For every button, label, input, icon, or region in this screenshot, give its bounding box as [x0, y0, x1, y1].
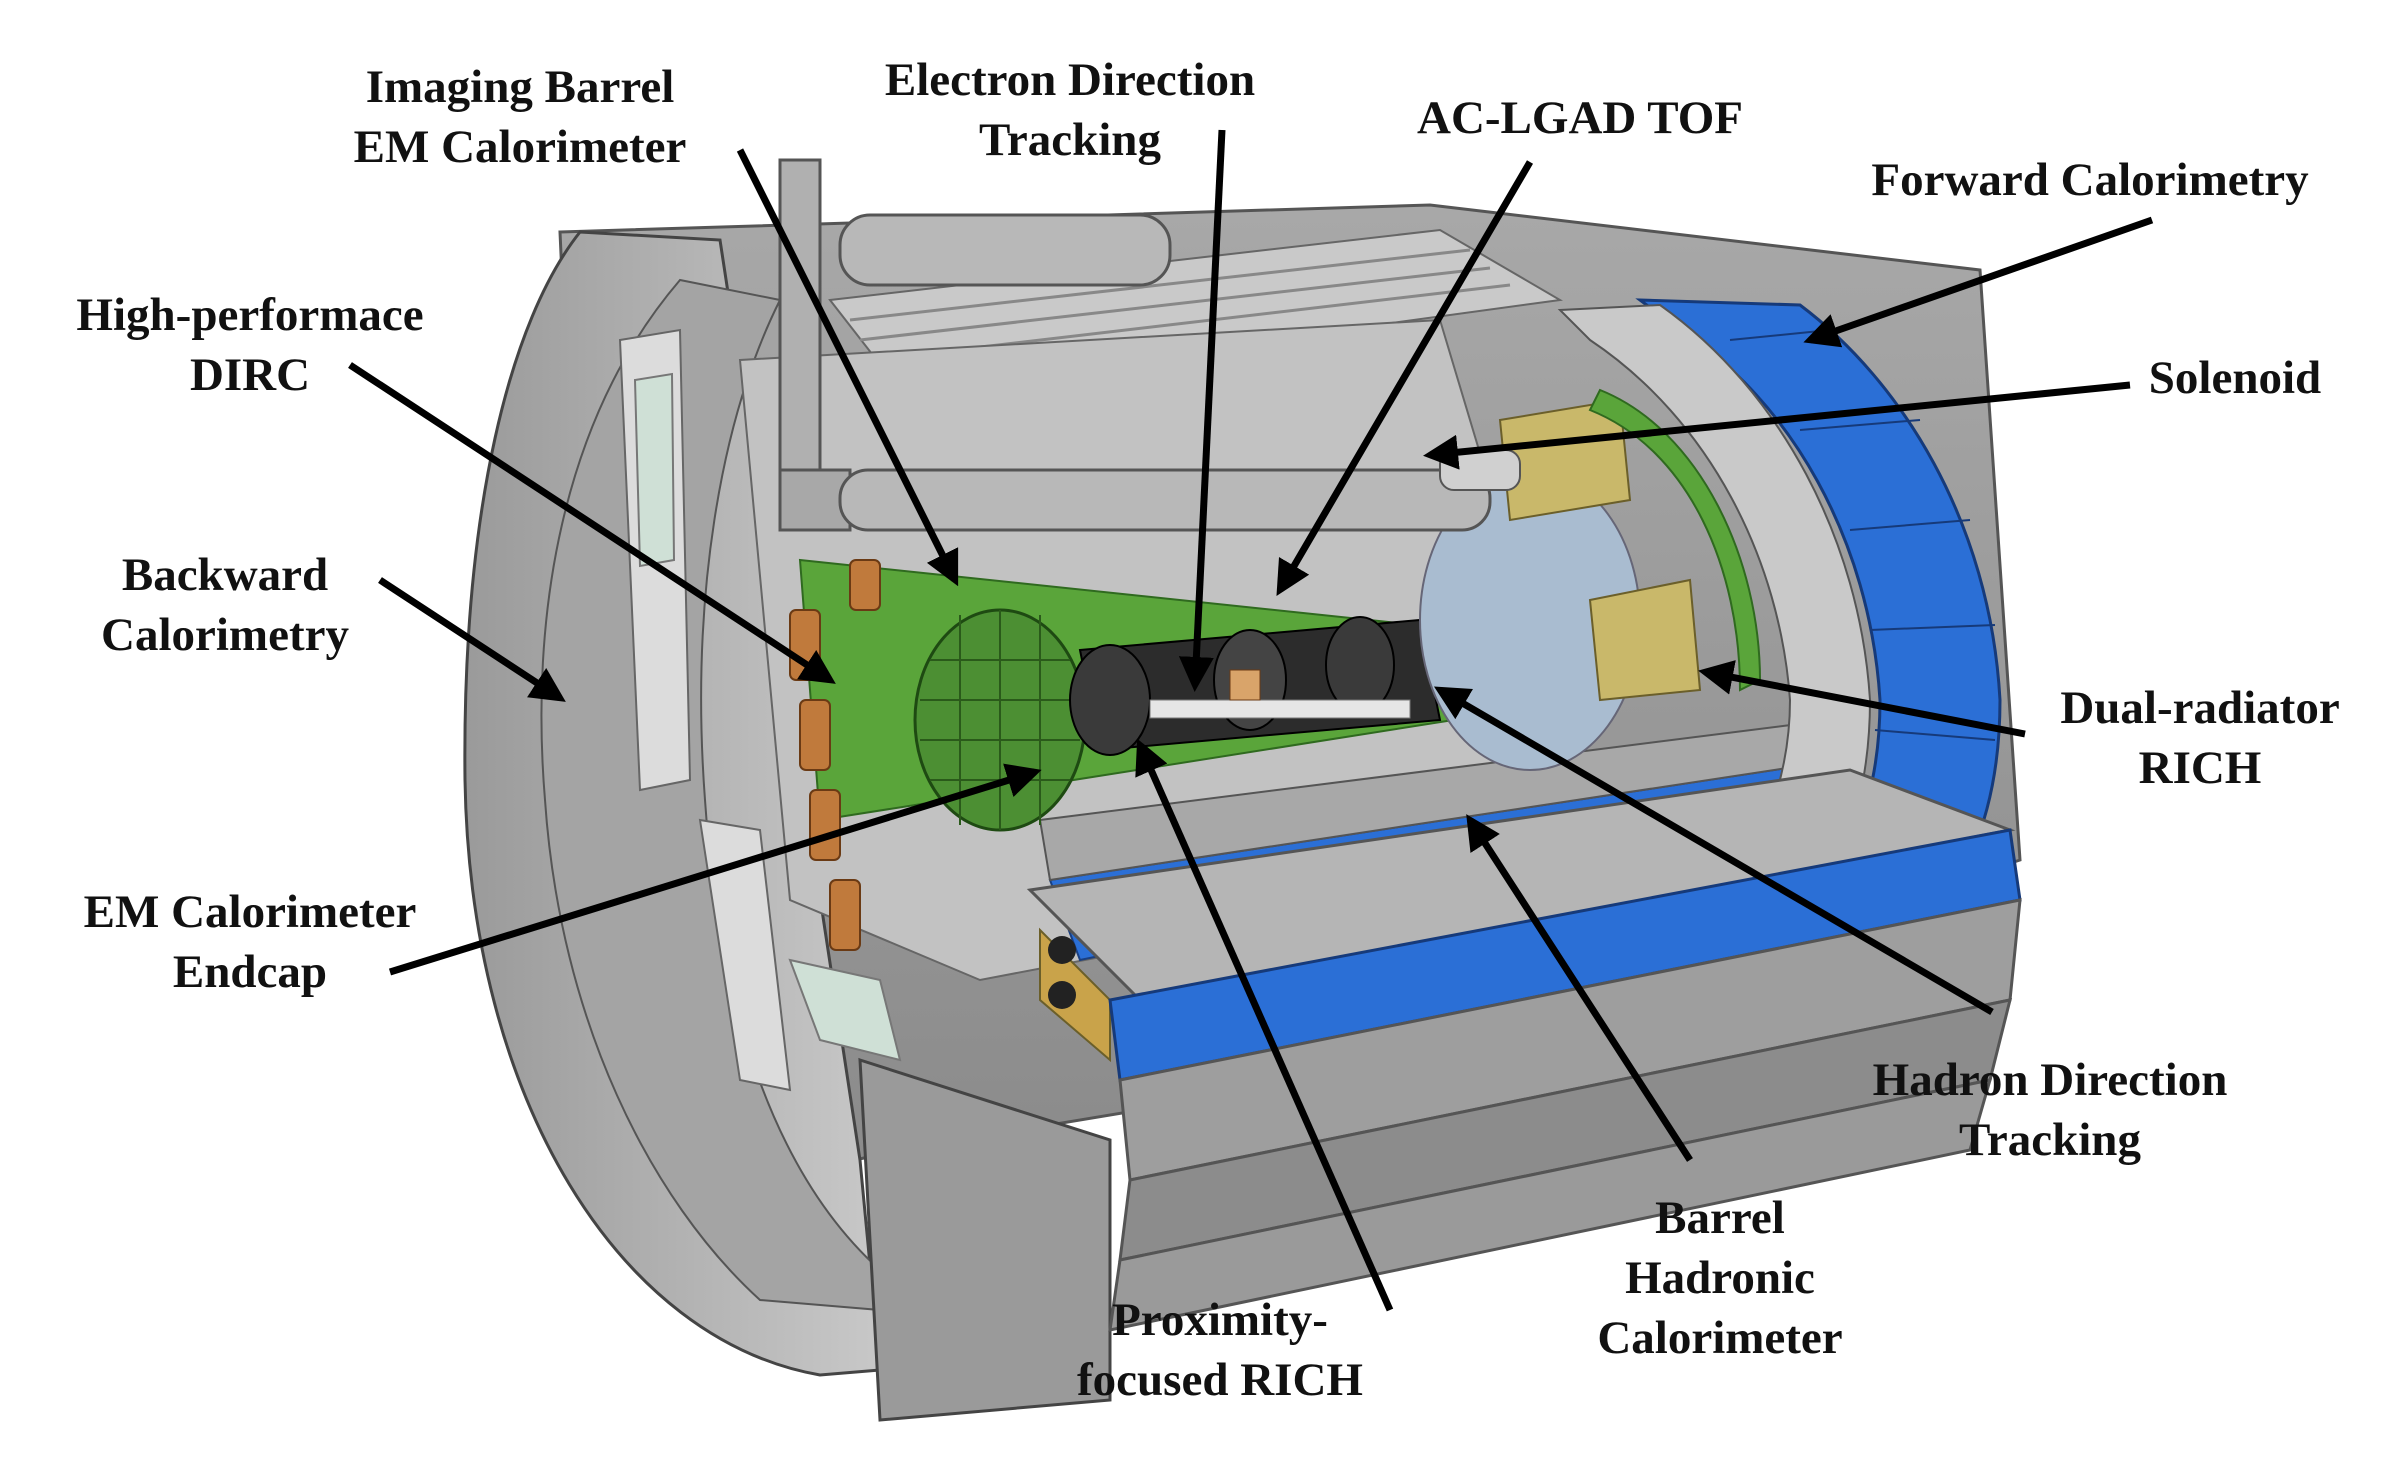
- arrow-ac-lgad: [1276, 160, 1534, 597]
- forward-calorimeter: [1557, 298, 2002, 952]
- label-proximity-rich: Proximity-focused RICH: [1077, 1294, 1363, 1406]
- coil-ring: [789, 559, 881, 951]
- label-backward-cal: Backward Calorimetry: [101, 549, 349, 661]
- label-electron-tracking: Electron Direction Tracking: [884, 54, 1256, 166]
- arrow-dirc: [348, 362, 836, 684]
- label-hadron-tracking: Hadron Direction Tracking: [1872, 1054, 2228, 1166]
- backward-endcap-disk: [463, 230, 1112, 1422]
- arrow-solenoid: [1423, 381, 2131, 470]
- arrow-dual-rich: [1698, 660, 2026, 738]
- leader-arrows: [348, 129, 2154, 1312]
- arrow-electron-tracking: [1178, 129, 1226, 692]
- service-pipes: [778, 158, 1521, 532]
- arrow-em-endcap: [388, 763, 1042, 976]
- label-dirc: High-performace DIRC: [76, 289, 424, 401]
- arrow-forward-cal: [1803, 216, 2154, 348]
- arrow-barrel-hadronic: [1466, 814, 1693, 1162]
- label-em-endcap: EM Calorimeter Endcap: [83, 886, 417, 998]
- label-solenoid: Solenoid: [2148, 352, 2322, 404]
- label-ac-lgad: AC-LGAD TOF: [1417, 92, 1743, 144]
- arrow-backward-cal: [378, 577, 566, 702]
- arrow-proximity-rich: [1135, 738, 1394, 1312]
- arrow-imaging-barrel: [736, 148, 959, 587]
- label-dual-rich: Dual-radiator RICH: [2060, 682, 2340, 794]
- label-imaging-barrel: Imaging Barrel EM Calorimeter: [353, 61, 687, 173]
- label-barrel-hadronic: Barrel Hadronic Calorimeter: [1597, 1192, 1843, 1364]
- label-forward-cal: Forward Calorimetry: [1871, 154, 2309, 206]
- arrow-hadron-tracking: [1433, 686, 1994, 1016]
